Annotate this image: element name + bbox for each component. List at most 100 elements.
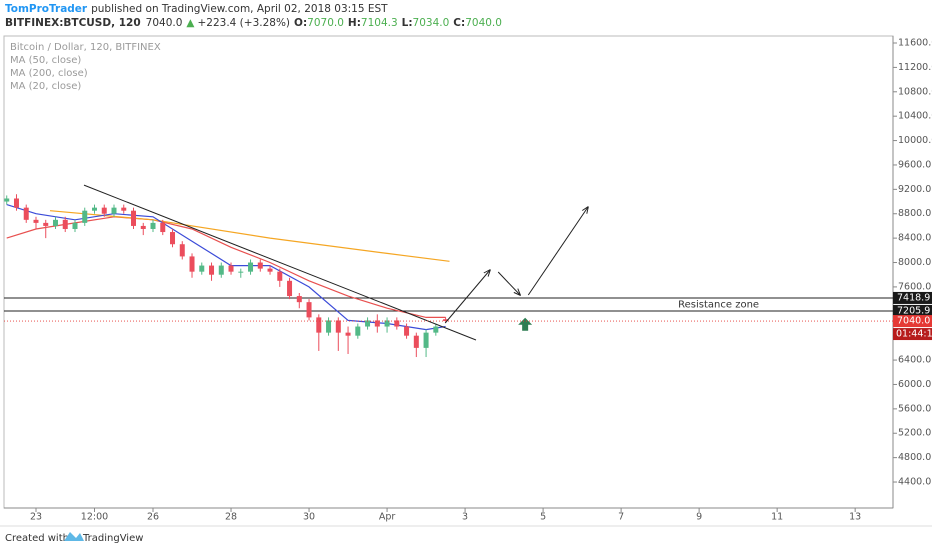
candle-body — [257, 262, 263, 269]
candle-body — [365, 320, 371, 327]
published: published on TradingView.com, April 02, … — [91, 3, 388, 15]
candle-body — [218, 265, 224, 275]
zone-label: Resistance zone — [678, 299, 759, 310]
candle-body — [228, 265, 234, 272]
footer-brand[interactable]: TradingView — [82, 533, 143, 544]
candle-body — [209, 265, 215, 275]
projection-arrow — [497, 271, 520, 295]
y-tick-label: 4800.0 — [898, 452, 931, 463]
candle-body — [82, 210, 88, 223]
y-tick-label: 4400.0 — [898, 477, 931, 488]
y-tick-label: 9200.0 — [898, 184, 931, 195]
x-tick-label: 26 — [147, 512, 159, 523]
candle-body — [101, 207, 107, 214]
legend-entry: MA (20, close) — [10, 81, 81, 92]
change: +223.4 (+3.28%) — [197, 17, 290, 29]
level-tag-label: 7205.9 — [897, 305, 930, 316]
candle-body — [43, 222, 49, 226]
footer-logo — [64, 532, 84, 541]
candle-body — [443, 319, 449, 322]
candle-body — [150, 222, 156, 229]
y-tick-label: 10400.0 — [898, 111, 932, 122]
c-label: C: — [453, 17, 465, 29]
x-tick-label: 23 — [30, 512, 42, 523]
x-tick-label: 30 — [303, 512, 315, 523]
candle-body — [413, 335, 419, 348]
x-tick-label: 28 — [225, 512, 237, 523]
candle-body — [335, 320, 341, 333]
candle-body — [287, 280, 293, 297]
y-tick-label: 11600.0 — [898, 38, 932, 49]
candle-body — [238, 271, 244, 273]
plot-frame — [3, 35, 894, 509]
candle-body — [316, 317, 322, 333]
y-tick-label: 6000.0 — [898, 379, 931, 390]
candle-body — [277, 271, 283, 281]
y-tick-label: 11200.0 — [898, 62, 932, 73]
c-value: 7040.0 — [465, 17, 502, 29]
candle-body — [374, 320, 380, 327]
candle-body — [170, 232, 176, 245]
candle-body — [140, 225, 146, 229]
up-marker — [518, 317, 533, 331]
candle-body — [248, 262, 254, 272]
level-tag-label: 7418.9 — [897, 292, 930, 303]
candle-body — [394, 320, 400, 327]
level-tag — [893, 291, 932, 304]
symbol: BITFINEX:BTCUSD, 120 — [5, 17, 141, 29]
y-tick-label: 6400.0 — [898, 355, 931, 366]
candle-body — [131, 210, 137, 226]
x-tick-label: 3 — [462, 512, 468, 523]
y-tick-label: 9600.0 — [898, 159, 931, 170]
l-value: 7034.0 — [413, 17, 450, 29]
x-tick-label: 5 — [540, 512, 546, 523]
h-value: 7104.3 — [361, 17, 398, 29]
header-line-2: BITFINEX:BTCUSD, 120 7040.0 ▲ +223.4 (+3.28… — [5, 17, 502, 29]
candle-body — [62, 219, 68, 229]
price: 7040.0 — [146, 17, 183, 29]
candle-body — [423, 332, 429, 348]
candle-body — [4, 198, 10, 202]
candle-body — [189, 256, 195, 272]
y-tick-label: 10800.0 — [898, 86, 932, 97]
change-arrow: ▲ — [186, 17, 195, 29]
author[interactable]: TomProTrader — [5, 3, 88, 15]
last-price-label: 7040.0 — [897, 316, 930, 327]
candle-body — [33, 219, 39, 223]
l-label: L: — [402, 17, 413, 29]
candle-body — [267, 268, 273, 272]
candle-body — [72, 222, 78, 229]
header-line-1: TomProTrader published on TradingView.com… — [5, 3, 388, 15]
candle-body — [52, 219, 58, 226]
x-tick-label: 9 — [696, 512, 702, 523]
candle-body — [384, 320, 390, 327]
candle-body — [326, 320, 332, 333]
candle-body — [111, 207, 117, 214]
trendline — [83, 184, 477, 341]
candle-body — [345, 332, 351, 336]
legend-entry: MA (50, close) — [10, 55, 81, 66]
countdown-label: 01:44:19 — [896, 329, 932, 340]
candle-body — [160, 222, 166, 233]
y-tick-label: 8400.0 — [898, 233, 931, 244]
x-tick-label: 11 — [771, 512, 783, 523]
x-tick-label: 12:00 — [81, 512, 108, 523]
y-tick-label: 8800.0 — [898, 208, 931, 219]
projection-arrow — [444, 270, 490, 324]
o-label: O: — [294, 17, 307, 29]
h-label: H: — [348, 17, 361, 29]
y-tick-label: 7600.0 — [898, 281, 931, 292]
candle-body — [121, 207, 127, 211]
o-value: 7070.0 — [307, 17, 344, 29]
ma-line — [49, 210, 450, 262]
x-tick-label: 7 — [618, 512, 624, 523]
countdown-tag — [893, 328, 932, 341]
projection-arrow — [527, 207, 588, 296]
y-tick-label: 8000.0 — [898, 257, 931, 268]
y-tick-label: 10000.0 — [898, 135, 932, 146]
legend-entry: Bitcoin / Dollar, 120, BITFINEX — [10, 42, 161, 53]
y-tick-label: 5200.0 — [898, 428, 931, 439]
candle-body — [23, 207, 29, 220]
level-tag — [893, 304, 932, 317]
